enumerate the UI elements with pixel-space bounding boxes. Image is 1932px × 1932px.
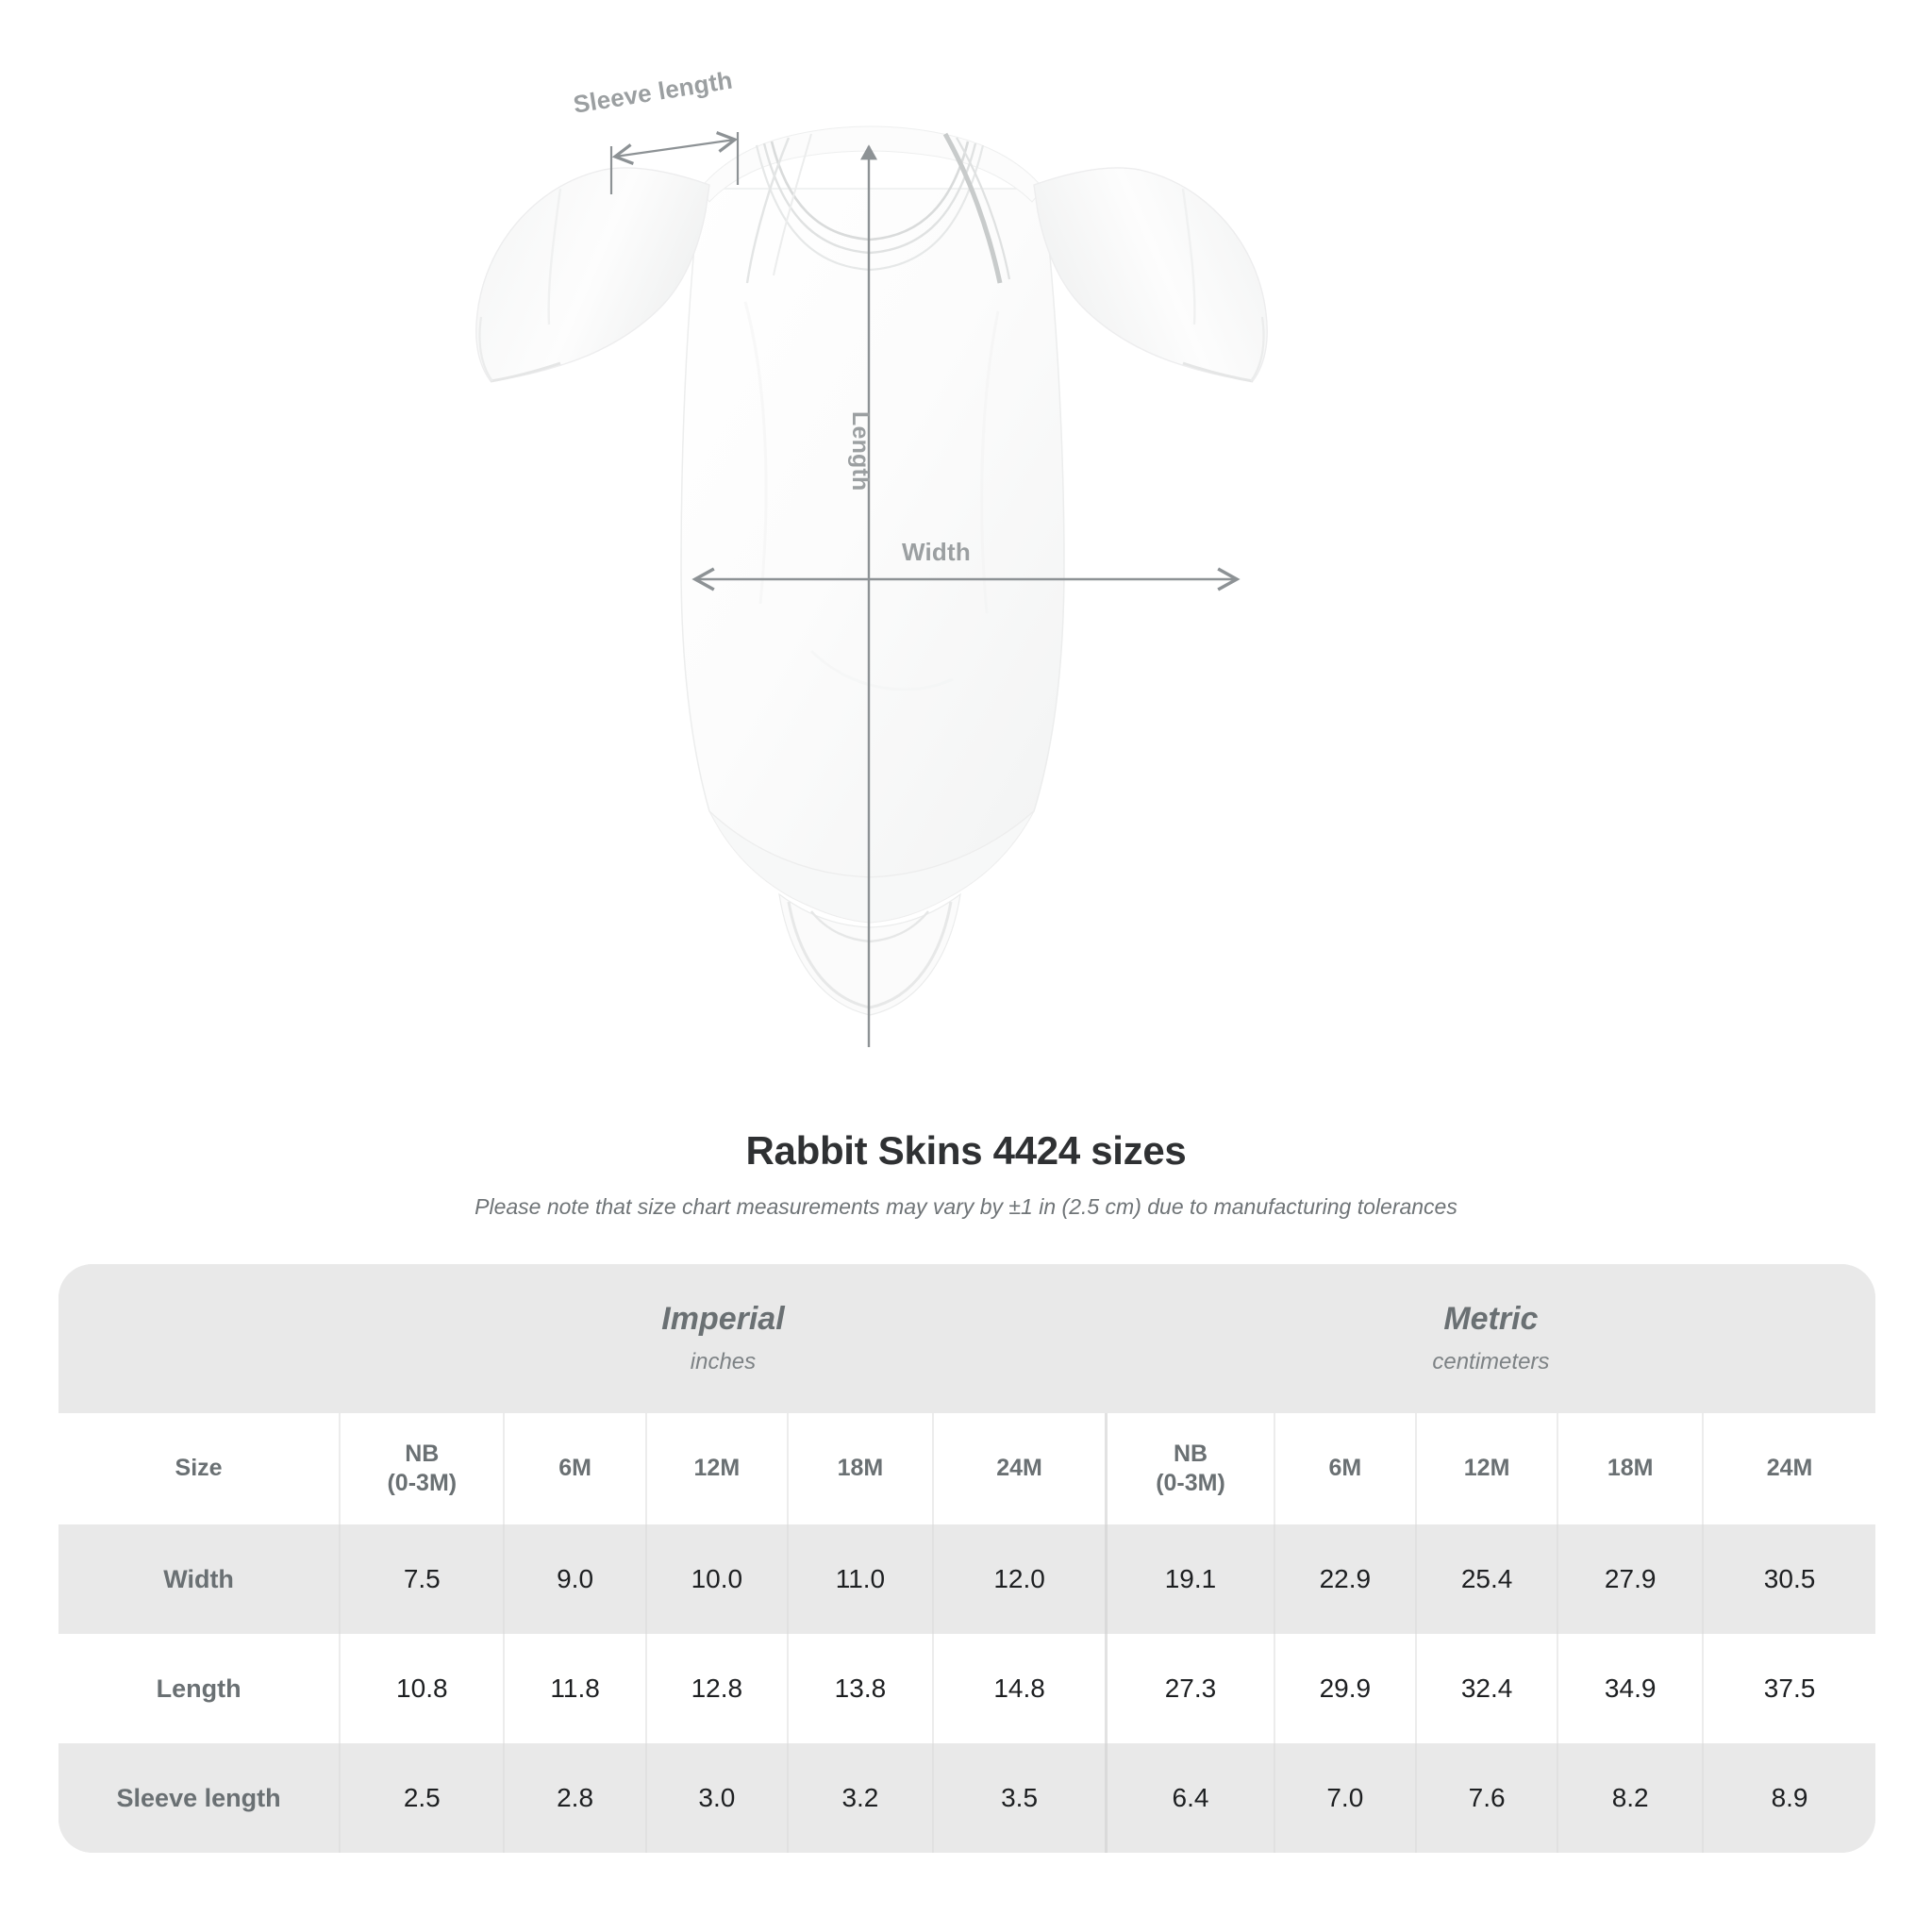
cell-length-imperial-24m: 14.8 xyxy=(931,1634,1107,1743)
column-sub-metric-nb: (0-3M) xyxy=(1156,1470,1225,1496)
cell-length-metric-6m: 29.9 xyxy=(1273,1634,1416,1743)
column-header-metric-12m: 12M xyxy=(1414,1413,1558,1524)
cell-sleeve-imperial-18m: 3.2 xyxy=(786,1743,933,1853)
system-header-imperial: Imperial inches xyxy=(340,1264,1107,1413)
garment-illustration: Sleeve length Length Width xyxy=(475,66,1268,1047)
cell-sleeve-metric-18m: 8.2 xyxy=(1557,1743,1704,1853)
cell-length-metric-nb: 27.3 xyxy=(1105,1634,1274,1743)
column-header-imperial-nb: NB (0-3M) xyxy=(339,1413,505,1524)
measurement-guides xyxy=(609,131,1241,1047)
cell-length-metric-12m: 32.4 xyxy=(1414,1634,1558,1743)
system-name-metric: Metric xyxy=(1443,1301,1539,1338)
cell-width-metric-6m: 22.9 xyxy=(1273,1524,1416,1634)
cell-width-metric-nb: 19.1 xyxy=(1105,1524,1274,1634)
row-label-sleeve-length: Sleeve length xyxy=(58,1743,341,1853)
column-header-metric-6m: 6M xyxy=(1273,1413,1416,1524)
cell-sleeve-metric-6m: 7.0 xyxy=(1273,1743,1416,1853)
column-header-imperial-18m: 18M xyxy=(786,1413,933,1524)
system-name-imperial: Imperial xyxy=(661,1301,785,1338)
cell-sleeve-imperial-12m: 3.0 xyxy=(644,1743,788,1853)
system-header-metric: Metric centimeters xyxy=(1106,1264,1875,1413)
cell-sleeve-imperial-24m: 3.5 xyxy=(931,1743,1107,1853)
tolerance-note: Please note that size chart measurements… xyxy=(475,1194,1457,1219)
cell-length-imperial-18m: 13.8 xyxy=(786,1634,933,1743)
row-label-width: Width xyxy=(58,1524,341,1634)
table-row-sleeve-length: Sleeve length 2.5 2.8 3.0 3.2 3.5 6.4 7.… xyxy=(58,1743,1875,1853)
bodysuit-graphic xyxy=(475,125,1268,1047)
column-header-imperial-12m: 12M xyxy=(644,1413,788,1524)
cell-sleeve-metric-24m: 8.9 xyxy=(1702,1743,1875,1853)
bodysuit-right-sleeve xyxy=(1033,167,1268,383)
column-size-imperial-nb: NB xyxy=(405,1440,440,1467)
table-row-length: Length 10.8 11.8 12.8 13.8 14.8 27.3 29.… xyxy=(58,1634,1875,1743)
cell-width-imperial-6m: 9.0 xyxy=(503,1524,646,1634)
column-sub-imperial-nb: (0-3M) xyxy=(387,1470,458,1496)
cell-width-imperial-12m: 10.0 xyxy=(644,1524,788,1634)
title-block: Rabbit Skins 4424 sizes Please note that… xyxy=(0,1128,1932,1220)
size-header-row: Size NB (0-3M) 6M 12M 18M 24M NB (0-3M) … xyxy=(58,1413,1875,1524)
size-chart-table: Imperial inches Metric centimeters Size … xyxy=(58,1264,1875,1853)
cell-length-imperial-12m: 12.8 xyxy=(644,1634,788,1743)
cell-width-imperial-24m: 12.0 xyxy=(931,1524,1107,1634)
cell-width-metric-12m: 25.4 xyxy=(1414,1524,1558,1634)
system-header-row: Imperial inches Metric centimeters xyxy=(58,1264,1875,1413)
table-row-width: Width 7.5 9.0 10.0 11.0 12.0 19.1 22.9 2… xyxy=(58,1524,1875,1634)
column-header-metric-24m: 24M xyxy=(1702,1413,1875,1524)
cell-sleeve-metric-12m: 7.6 xyxy=(1414,1743,1558,1853)
system-unit-imperial: inches xyxy=(690,1348,757,1374)
column-size-metric-nb: NB xyxy=(1173,1440,1208,1467)
row-label-length: Length xyxy=(58,1634,341,1743)
page-title: Rabbit Skins 4424 sizes xyxy=(745,1128,1187,1173)
system-header-spacer xyxy=(58,1264,341,1413)
system-unit-metric: centimeters xyxy=(1432,1348,1550,1374)
bodysuit-left-sleeve xyxy=(475,167,710,383)
column-header-metric-18m: 18M xyxy=(1557,1413,1704,1524)
bodysuit-body-shape xyxy=(680,188,1065,1016)
size-chart-table-wrapper: Imperial inches Metric centimeters Size … xyxy=(58,1264,1875,1853)
width-label: Width xyxy=(902,538,971,566)
cell-length-imperial-nb: 10.8 xyxy=(339,1634,505,1743)
cell-length-metric-24m: 37.5 xyxy=(1702,1634,1875,1743)
cell-width-metric-18m: 27.9 xyxy=(1557,1524,1704,1634)
cell-sleeve-imperial-6m: 2.8 xyxy=(503,1743,646,1853)
cell-sleeve-imperial-nb: 2.5 xyxy=(339,1743,505,1853)
cell-length-imperial-6m: 11.8 xyxy=(503,1634,646,1743)
cell-width-imperial-18m: 11.0 xyxy=(786,1524,933,1634)
sleeve-length-arrow xyxy=(611,131,739,165)
length-label: Length xyxy=(847,411,874,491)
cell-sleeve-metric-nb: 6.4 xyxy=(1105,1743,1274,1853)
cell-width-imperial-nb: 7.5 xyxy=(339,1524,505,1634)
column-header-metric-nb: NB (0-3M) xyxy=(1105,1413,1274,1524)
column-header-imperial-24m: 24M xyxy=(931,1413,1107,1524)
cell-length-metric-18m: 34.9 xyxy=(1557,1634,1704,1743)
cell-width-metric-24m: 30.5 xyxy=(1702,1524,1875,1634)
column-header-imperial-6m: 6M xyxy=(503,1413,646,1524)
size-header-label: Size xyxy=(58,1413,341,1524)
